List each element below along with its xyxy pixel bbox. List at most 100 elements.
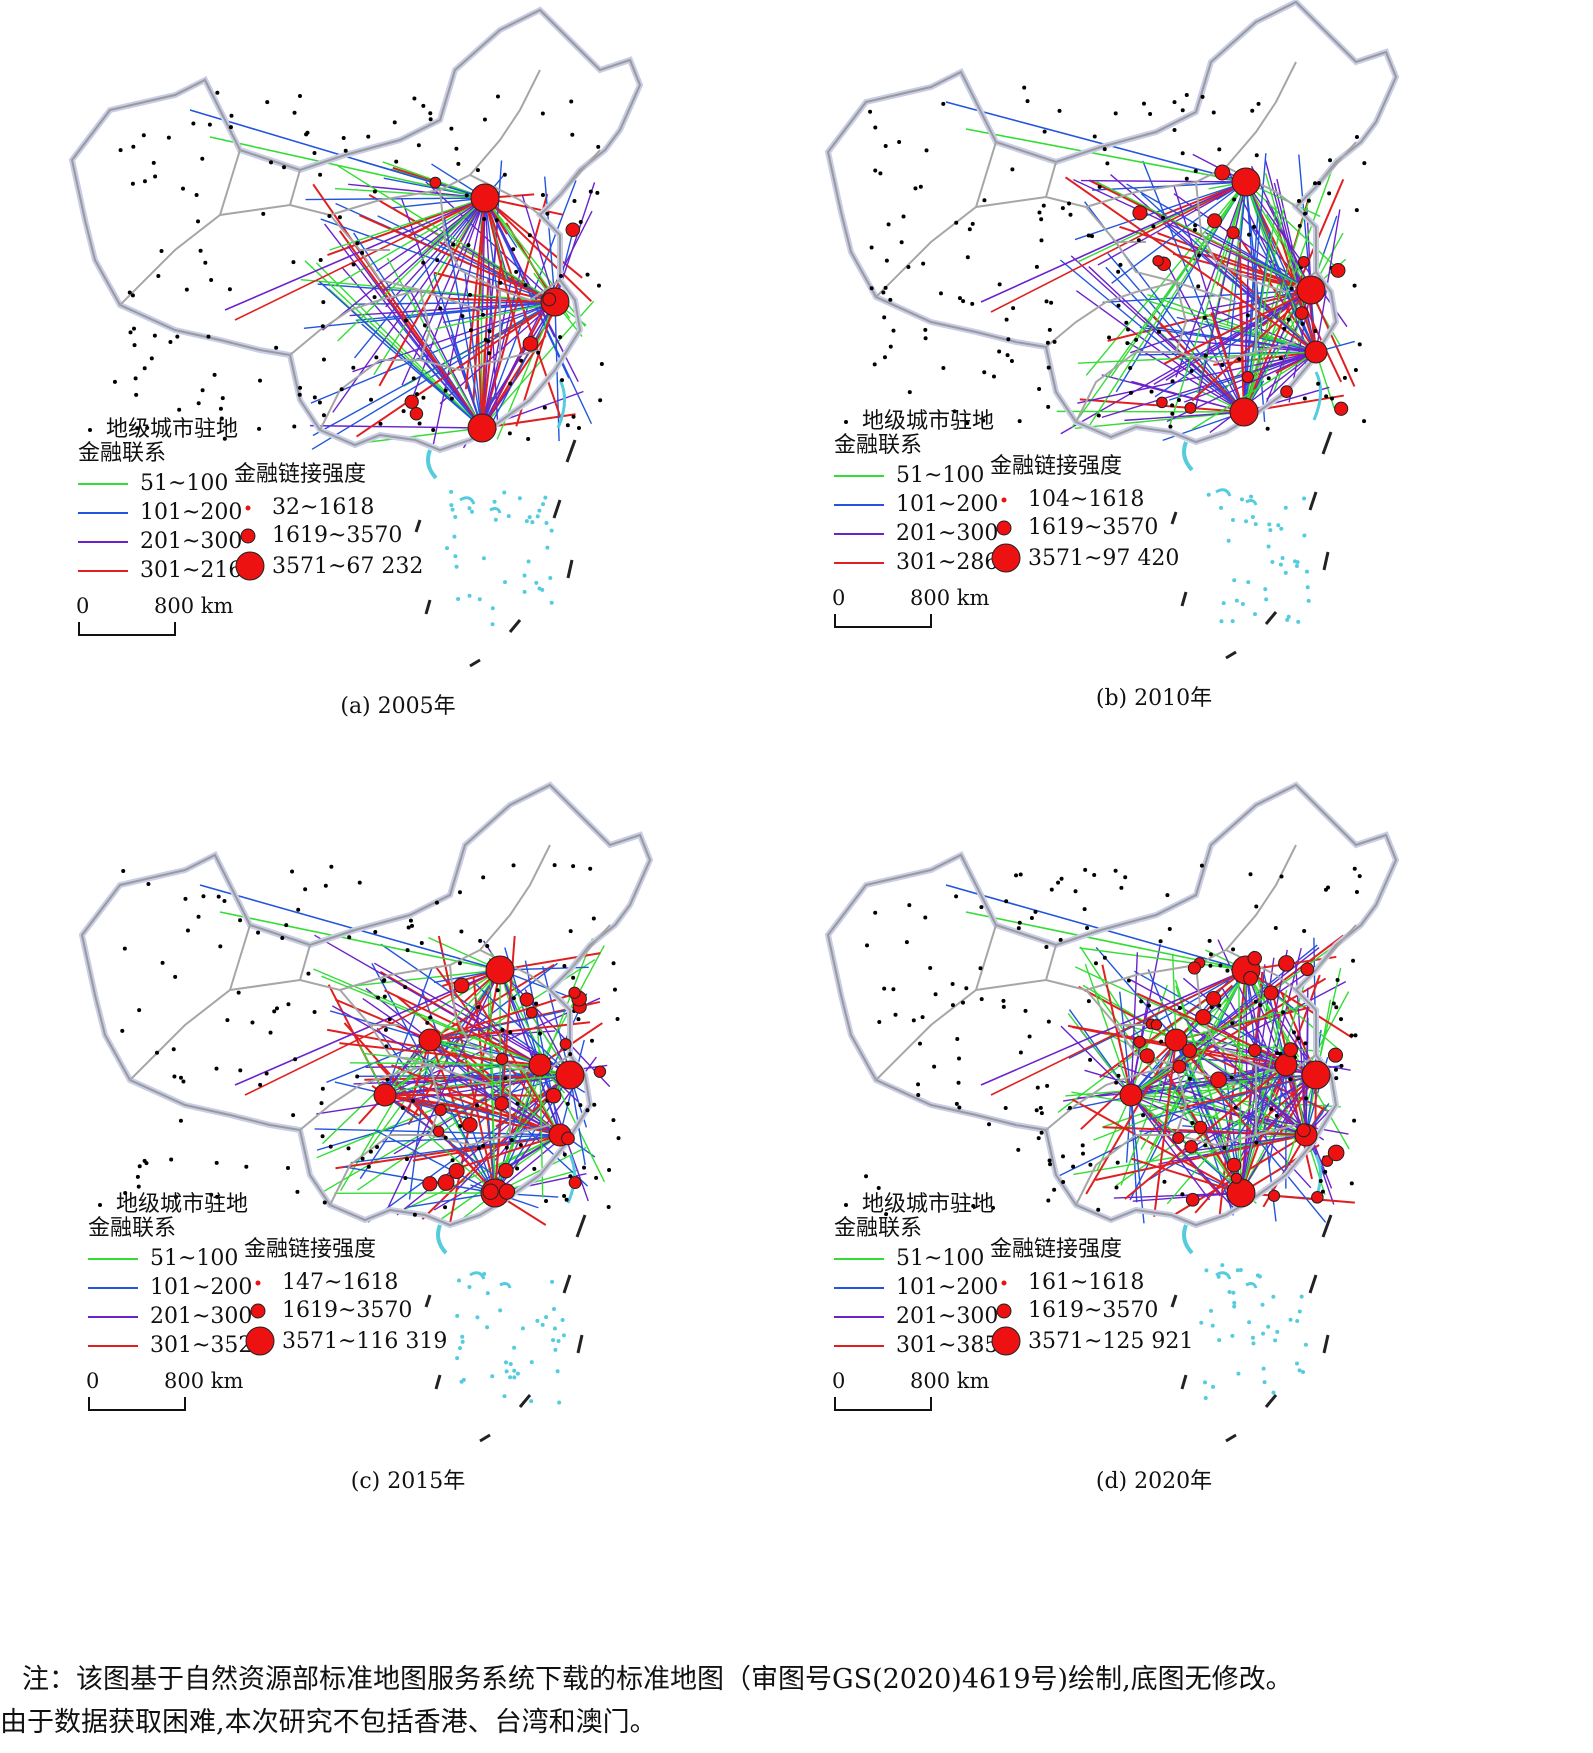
city-point [571, 414, 576, 419]
link-line [409, 197, 486, 406]
city-point [592, 1102, 597, 1107]
city-point [578, 219, 583, 224]
link-line [305, 197, 486, 201]
note-line-2: 由于数据获取困难,本次研究不包括香港、台湾和澳门。 [0, 1707, 657, 1738]
link-line [322, 197, 486, 331]
island-point [1202, 1380, 1207, 1385]
city-point [151, 160, 156, 165]
island-point [1295, 560, 1300, 565]
link-line [980, 969, 1247, 1086]
island-point [1302, 496, 1307, 501]
city-point [175, 334, 180, 339]
large-strength-node [470, 183, 500, 213]
island-point [456, 596, 461, 601]
link-line [1210, 312, 1245, 413]
city-point [495, 988, 500, 993]
city-point [434, 900, 439, 905]
city-point [595, 190, 600, 195]
city-point [1180, 108, 1185, 113]
city-point [328, 1144, 333, 1149]
city-point [545, 211, 550, 216]
panel-caption: (c) 2015年 [350, 1469, 466, 1494]
link-line [1082, 984, 1177, 1041]
city-point [1061, 1179, 1066, 1184]
link-line [544, 176, 556, 303]
city-point [1331, 1001, 1336, 1006]
link-line [373, 197, 486, 376]
city-point [611, 961, 616, 966]
island-point [449, 503, 454, 508]
link-line [334, 187, 486, 199]
city-point [141, 133, 146, 138]
city-point [882, 315, 887, 320]
city-point [1161, 215, 1166, 220]
island-point [453, 515, 458, 520]
medium-strength-node [432, 1125, 445, 1138]
city-point [1003, 1105, 1008, 1110]
medium-strength-node [1278, 955, 1295, 972]
city-point [1039, 217, 1044, 222]
link-line [481, 303, 561, 429]
city-point [1046, 365, 1051, 370]
city-point [323, 883, 328, 888]
city-point [1047, 1158, 1052, 1163]
city-point [961, 299, 966, 304]
link-line [1209, 351, 1317, 434]
medium-strength-node [1184, 401, 1197, 414]
link-line [1059, 259, 1245, 413]
medium-strength-node [1132, 205, 1148, 221]
city-point [1233, 1105, 1238, 1110]
city-point [360, 1156, 365, 1161]
city-point [558, 335, 563, 340]
link-line [1243, 232, 1344, 413]
city-point [1302, 929, 1307, 934]
island-point [1263, 587, 1268, 592]
city-point [542, 405, 547, 410]
city-point [1167, 926, 1172, 931]
large-strength-node [1274, 1053, 1298, 1077]
strength-class-3: 3571~97 420 [990, 542, 1179, 576]
city-point [1049, 887, 1054, 892]
city-point [137, 1008, 142, 1013]
large-strength-node [1119, 1083, 1143, 1107]
island-point [1296, 619, 1301, 624]
city-legend-label: 地级城市驻地 [862, 409, 995, 434]
city-point [907, 390, 912, 395]
city-dot-icon [88, 428, 92, 432]
city-point [215, 90, 220, 95]
city-point [1172, 100, 1177, 105]
island-point [1232, 1300, 1237, 1305]
link-strength-nodes [1119, 950, 1345, 1208]
island-point [1271, 1294, 1276, 1299]
island-point [1297, 1309, 1302, 1314]
city-point [1177, 1005, 1182, 1010]
medium-strength-node [1185, 1192, 1200, 1207]
city-point [137, 1164, 142, 1169]
city-point [1193, 169, 1198, 174]
medium-strength-node [559, 1038, 572, 1050]
city-point [372, 189, 377, 194]
city-point [381, 978, 386, 983]
city-point [155, 1050, 160, 1055]
link-legend-title: 金融联系 [88, 1216, 177, 1241]
city-point [878, 171, 883, 176]
green-line-icon [834, 475, 884, 477]
city-point [590, 1038, 595, 1043]
island-point [455, 1356, 460, 1361]
link-line [1131, 1157, 1242, 1194]
island-point [1273, 1338, 1278, 1343]
city-point [319, 1101, 324, 1106]
city-point [1102, 147, 1107, 152]
link-line [1056, 410, 1245, 413]
city-point [297, 392, 302, 397]
link-line [364, 427, 483, 444]
city-point [408, 918, 413, 923]
city-point [494, 218, 499, 223]
link-line [1101, 964, 1132, 1096]
city-point [346, 1146, 351, 1151]
link-class-4: 301~3852 [834, 1335, 1012, 1357]
city-point [122, 946, 127, 951]
city-point [1088, 1057, 1093, 1062]
island-point [540, 587, 545, 592]
city-point [355, 1074, 360, 1079]
